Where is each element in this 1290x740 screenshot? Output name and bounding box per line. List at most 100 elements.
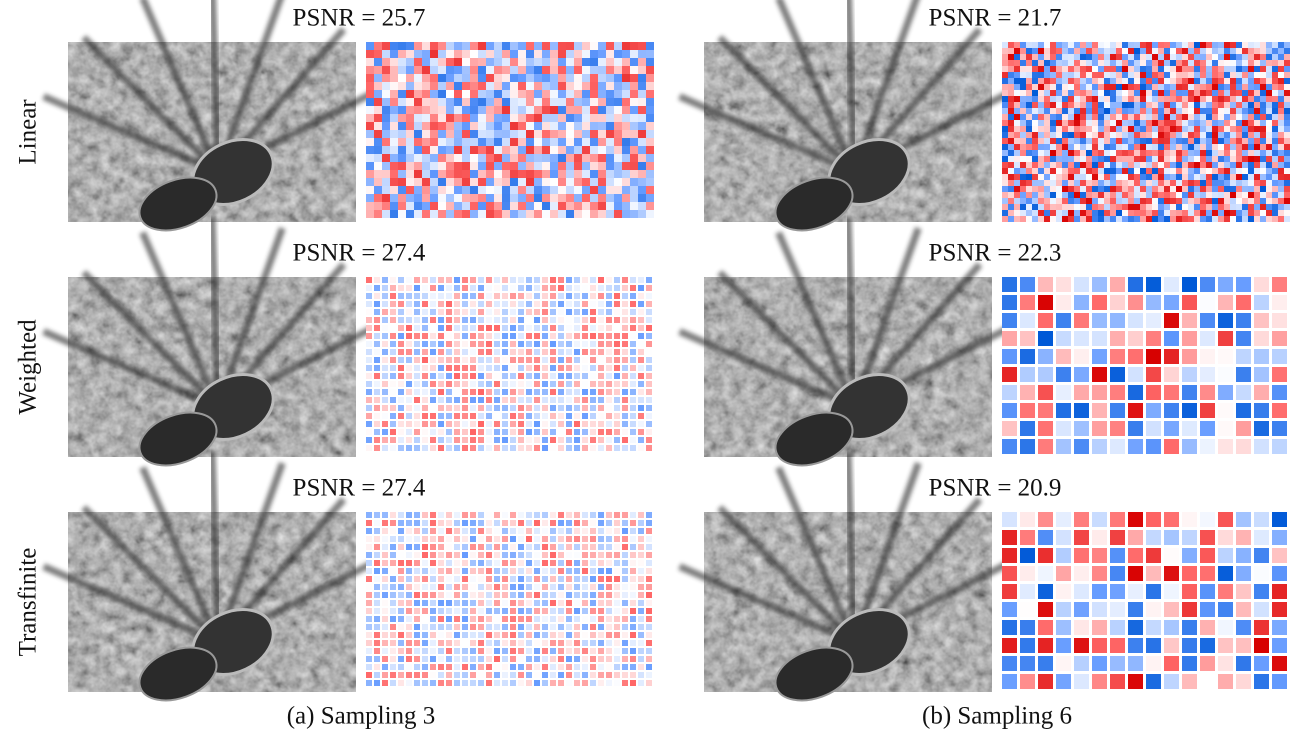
error-cell [1212,108,1218,114]
error-cell [470,114,478,122]
error-cell [1218,180,1224,186]
error-cell [1200,210,1206,216]
error-cell [630,82,638,90]
error-cell [646,576,652,582]
error-cell [1272,102,1278,108]
error-cell [622,389,628,395]
error-cell [374,42,382,50]
error-cell [414,656,420,662]
error-cell [398,568,404,574]
error-cell [1062,186,1068,192]
error-cell [1080,72,1086,78]
error-cell [422,648,428,654]
error-cell [1242,120,1248,126]
error-cell [518,170,526,178]
error-cell [550,162,558,170]
error-cell [446,277,452,283]
error-cell [574,202,582,210]
error-cell [366,349,372,355]
error-cell [1170,162,1176,168]
error-cell [406,624,412,630]
error-cell [1164,277,1179,292]
error-cell [1206,162,1212,168]
error-cell [1020,66,1026,72]
error-cell [422,536,428,542]
error-cell [510,544,516,550]
error-cell [494,82,502,90]
error-cell [534,341,540,347]
error-cell [582,74,590,82]
error-cell [1242,186,1248,192]
error-cell [638,608,644,614]
error-cell [646,528,652,534]
error-cell [1110,66,1116,72]
error-cell [1038,548,1053,563]
error-cell [590,421,596,427]
error-cell [1080,204,1086,210]
error-cell [1278,54,1284,60]
error-cell [1164,674,1179,689]
error-cell [486,42,494,50]
error-cell [1128,566,1143,581]
error-cell [1074,60,1080,66]
error-cell [1026,66,1032,72]
error-cell [1200,331,1215,346]
error-cell [1122,138,1128,144]
error-cell [1200,216,1206,222]
error-cell [1020,156,1026,162]
error-cell [1140,90,1146,96]
error-cell [1128,620,1143,635]
error-cell [478,552,484,558]
error-cell [1110,162,1116,168]
error-cell [1056,674,1071,689]
error-cell [398,648,404,654]
error-cell [590,405,596,411]
error-cell [1284,210,1290,216]
error-cell [646,130,654,138]
error-cell [630,365,636,371]
error-cell [1068,60,1074,66]
error-cell [638,680,644,686]
error-cell [1128,96,1134,102]
error-cell [566,210,574,218]
error-cell [478,178,486,186]
error-cell [1182,96,1188,102]
error-cell [1032,138,1038,144]
error-cell [510,114,518,122]
error-cell [1104,84,1110,90]
error-cell [630,58,638,66]
error-cell [630,584,636,590]
error-cell [502,333,508,339]
error-cell [1182,584,1197,599]
error-cell [1194,198,1200,204]
error-cell [422,397,428,403]
error-cell [1236,150,1242,156]
error-cell [1014,48,1020,54]
error-cell [542,365,548,371]
error-cell [406,58,414,66]
error-cell [494,648,500,654]
error-cell [470,664,476,670]
error-cell [518,210,526,218]
error-cell [414,680,420,686]
error-cell [574,640,580,646]
error-cell [638,285,644,291]
error-cell [1260,114,1266,120]
error-cell [414,600,420,606]
error-cell [606,162,614,170]
error-cell [1026,210,1032,216]
error-cell [558,325,564,331]
error-cell [1062,204,1068,210]
error-cell [550,680,556,686]
error-cell [446,413,452,419]
error-cell [374,512,380,518]
error-cell [1014,102,1020,108]
error-cell [486,58,494,66]
error-cell [1116,120,1122,126]
error-cell [1146,120,1152,126]
error-cell [1116,162,1122,168]
error-cell [1032,144,1038,150]
error-cell [374,210,382,218]
error-cell [446,592,452,598]
error-cell [542,130,550,138]
